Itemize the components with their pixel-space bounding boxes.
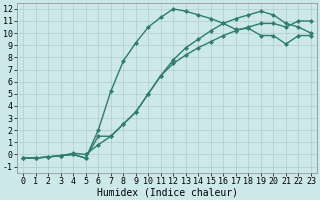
X-axis label: Humidex (Indice chaleur): Humidex (Indice chaleur) (97, 187, 237, 197)
